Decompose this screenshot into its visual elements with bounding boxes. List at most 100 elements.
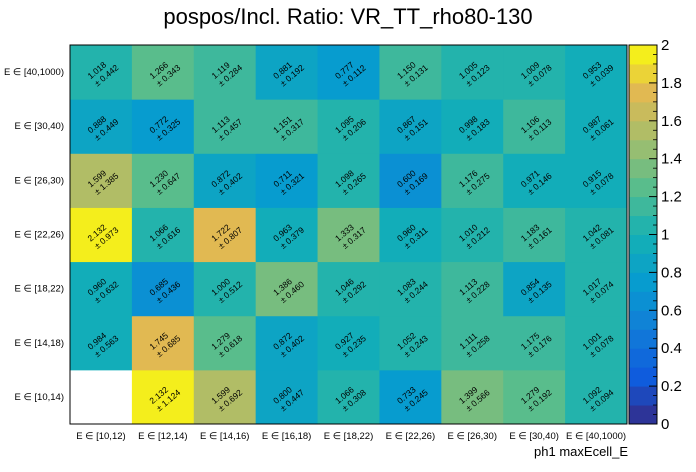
cell-rect bbox=[193, 315, 257, 371]
cell-rect bbox=[379, 369, 442, 425]
cell-rect bbox=[70, 153, 133, 208]
colorbar-level bbox=[629, 272, 657, 292]
colorbar-level bbox=[629, 177, 657, 198]
x-tick-label: E ∈ [30,40) bbox=[509, 431, 558, 442]
heatmap-cell: 1.009± 0.078 bbox=[503, 45, 566, 100]
heatmap-cell: 1.266± 0.343 bbox=[131, 45, 195, 100]
heatmap-cell: 0.953± 0.039 bbox=[565, 45, 628, 100]
colorbar-tick-label: 0 bbox=[661, 416, 669, 433]
heatmap-cell: 0.733± 0.245 bbox=[379, 369, 442, 425]
colorbar-level bbox=[629, 310, 657, 330]
cell-rect bbox=[131, 207, 195, 263]
colorbar-level bbox=[629, 234, 657, 254]
y-tick-label: E ∈ [14,18) bbox=[15, 338, 64, 349]
colorbar-level bbox=[629, 405, 657, 425]
colorbar-tick-label: 0.6 bbox=[661, 302, 682, 319]
colorbar-level bbox=[629, 139, 657, 160]
cell-rect bbox=[379, 153, 442, 208]
heatmap-cell: 1.113± 0.228 bbox=[441, 261, 504, 317]
cell-rect bbox=[70, 369, 133, 425]
cell-rect bbox=[441, 153, 504, 208]
cell-rect bbox=[503, 99, 566, 154]
y-tick-label: E ∈ [40,1000) bbox=[4, 67, 64, 78]
colorbar-level bbox=[629, 291, 657, 311]
colorbar-level bbox=[629, 45, 657, 65]
heatmap-cell: 1.010± 0.212 bbox=[441, 207, 504, 263]
heatmap-cell: 1.230± 0.647 bbox=[131, 153, 195, 208]
cell-rect bbox=[193, 261, 257, 317]
y-tick-label: E ∈ [18,22) bbox=[15, 284, 64, 295]
x-tick-label: E ∈ [26,30) bbox=[448, 431, 497, 442]
cell-rect bbox=[317, 369, 380, 425]
x-tick-label: E ∈ [18,22) bbox=[324, 431, 373, 442]
heatmap-cell: 1.386± 0.460 bbox=[255, 261, 319, 317]
cell-rect bbox=[131, 45, 195, 100]
cell-rect bbox=[503, 261, 566, 317]
heatmap-cell: 0.711± 0.321 bbox=[255, 153, 319, 208]
cell-rect bbox=[565, 45, 628, 100]
heatmap-cell: 2.132± 1.124 bbox=[131, 369, 195, 425]
cell-rect bbox=[565, 315, 628, 371]
heatmap-cell: 1.151± 0.317 bbox=[255, 99, 319, 154]
colorbar-level bbox=[629, 63, 657, 84]
heatmap-cell: 1.183± 0.161 bbox=[503, 207, 566, 263]
colorbar-tick-label: 0.2 bbox=[661, 378, 682, 395]
x-tick-label: E ∈ [22,26) bbox=[386, 431, 435, 442]
x-tick-label: E ∈ [10,12) bbox=[76, 431, 125, 442]
heatmap-cell: 1.399± 0.566 bbox=[441, 369, 504, 425]
heatmap-cell: 1.083± 0.244 bbox=[379, 261, 442, 317]
y-tick-label: E ∈ [22,26) bbox=[15, 230, 64, 241]
heatmap-cell: 1.599± 0.692 bbox=[193, 369, 257, 425]
heatmap-cell: 0.872± 0.402 bbox=[255, 315, 319, 371]
cell-rect bbox=[70, 45, 133, 100]
heatmap-cell: 0.881± 0.192 bbox=[255, 45, 319, 100]
heatmap-cell: 1.175± 0.176 bbox=[503, 315, 566, 371]
colorbar-level bbox=[629, 367, 657, 387]
cell-rect bbox=[255, 207, 319, 263]
cell-rect bbox=[193, 99, 257, 154]
cell-rect bbox=[317, 99, 380, 154]
colorbar-tick-label: 1 bbox=[661, 227, 669, 244]
cell-rect bbox=[255, 369, 319, 425]
cell-rect bbox=[317, 153, 380, 208]
colorbar-level bbox=[629, 120, 657, 141]
y-tick-labels: E ∈ [10,14) E ∈ [14,18) E ∈ [18,22) E ∈ [22… bbox=[4, 67, 64, 403]
cell-rect bbox=[565, 99, 628, 154]
colorbar-tick-label: 1.6 bbox=[661, 113, 682, 130]
heatmap-cell: 0.772± 0.325 bbox=[131, 99, 195, 154]
cell-rect bbox=[317, 315, 380, 371]
chart-title: pospos/Incl. Ratio: VR_TT_rho80-130 bbox=[163, 4, 532, 29]
cell-rect bbox=[441, 45, 504, 100]
cell-rect bbox=[441, 369, 504, 425]
heatmap-cell: 0.963± 0.379 bbox=[255, 207, 319, 263]
colorbar-tick-label: 0.4 bbox=[661, 340, 682, 357]
heatmap-cell: 1.005± 0.123 bbox=[441, 45, 504, 100]
x-tick-labels: E ∈ [10,12) E ∈ [12,14) E ∈ [14,16) E ∈ [16… bbox=[76, 431, 626, 442]
heatmap-cell: 1.098± 0.265 bbox=[317, 153, 380, 208]
heatmap-cell: 1.111± 0.258 bbox=[441, 315, 504, 371]
x-tick-label: E ∈ [12,14) bbox=[138, 431, 187, 442]
heatmap-cell: 1.000± 0.512 bbox=[193, 261, 257, 317]
heatmap-cell: 1.018± 0.442 bbox=[70, 45, 133, 100]
x-tick-label: E ∈ [14,16) bbox=[200, 431, 249, 442]
cell-rect bbox=[255, 45, 319, 100]
cell-rect bbox=[131, 315, 195, 371]
y-tick-label: E ∈ [26,30) bbox=[15, 175, 64, 186]
heatmap-cell: 1.333± 0.317 bbox=[317, 207, 380, 263]
cell-rect bbox=[255, 315, 319, 371]
cell-rect bbox=[441, 315, 504, 371]
cell-rect bbox=[255, 99, 319, 154]
cell-rect bbox=[565, 369, 628, 425]
cell-rect bbox=[503, 207, 566, 263]
heatmap-cell: 0.854± 0.135 bbox=[503, 261, 566, 317]
cell-rect bbox=[503, 369, 566, 425]
heatmap-cell: 1.279± 0.192 bbox=[503, 369, 566, 425]
cell-rect bbox=[131, 99, 195, 154]
colorbar-tick-label: 0.8 bbox=[661, 264, 682, 281]
colorbar-tick-label: 1.8 bbox=[661, 75, 682, 92]
cell-rect bbox=[255, 261, 319, 317]
cell-rect bbox=[565, 207, 628, 263]
cell-rect bbox=[379, 261, 442, 317]
x-axis-label: ph1 maxEcell_E bbox=[534, 444, 628, 459]
